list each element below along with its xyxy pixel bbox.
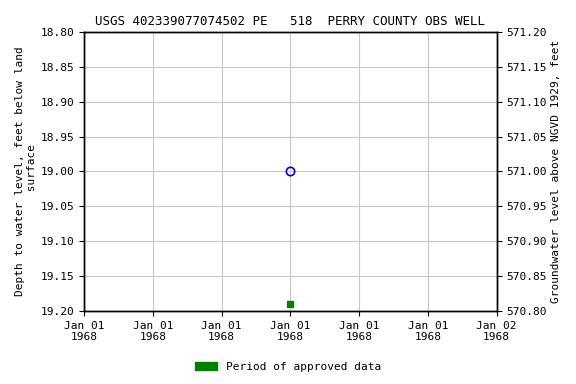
Legend: Period of approved data: Period of approved data (191, 358, 385, 377)
Y-axis label: Depth to water level, feet below land
 surface: Depth to water level, feet below land su… (15, 46, 37, 296)
Title: USGS 402339077074502 PE   518  PERRY COUNTY OBS WELL: USGS 402339077074502 PE 518 PERRY COUNTY… (96, 15, 486, 28)
Y-axis label: Groundwater level above NGVD 1929, feet: Groundwater level above NGVD 1929, feet (551, 40, 561, 303)
